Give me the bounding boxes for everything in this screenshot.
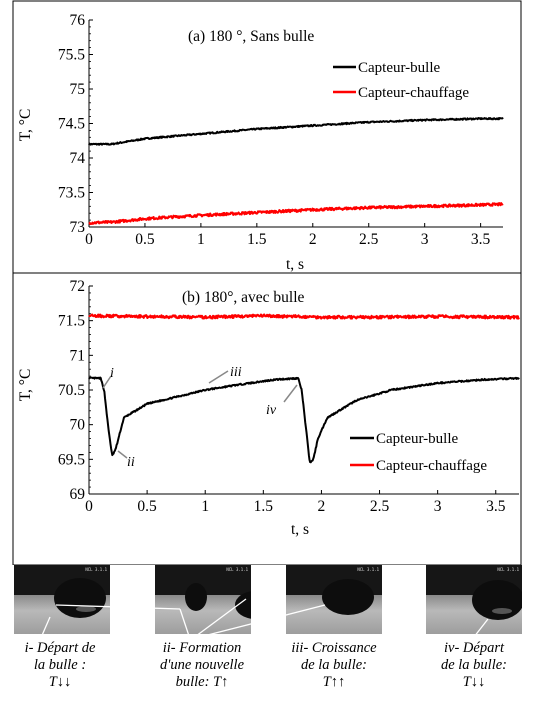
b-x-tick-label: 1 [201,498,209,515]
a-x-tick-label: 3 [421,231,429,248]
photo-bubble-departure-2: NCL 3.1.1 [426,565,522,634]
b-y-tick-label: 69.5 [58,451,85,468]
panel-b-border [12,272,522,565]
a-x-tick-label: 0.5 [135,231,155,248]
photo-arrows [39,598,489,641]
a-y-tick-label: 73.5 [58,185,85,202]
caption-iii: iii- Croissance de la bulle: T↑↑ [291,640,377,690]
a-y-tick-label: 75.5 [58,47,85,64]
b-x-tick-label: 3 [434,498,442,515]
chart-a-title: (a) 180 °, Sans bulle [188,28,314,45]
a-x-tick-label: 1.5 [247,231,267,248]
legend-b-chauffage: Capteur-chauffage [376,458,487,474]
legend-b-bulle: Capteur-bulle [376,431,459,447]
b-y-tick-label: 71 [70,347,86,364]
caption-ii: ii- Formation d'une nouvelle bulle: T↑ [159,640,245,690]
a-y-tick-label: 76 [70,12,86,29]
a-y-tick-label: 74 [70,150,86,167]
figure-canvas: (a) 180 °, Sans bulle t, s T, °C 0 0.5 1 1.… [12,0,522,565]
photo-strip: NCL 3.1.1 NCL 3.1.1 NCL 3.1.1 NCL 3.1.1 [0,565,535,717]
caption-iv: iv- Départ de la bulle: T↓↓ [440,640,508,690]
a-x-tick-label: 0 [85,231,93,248]
annot-iii-arrow [208,370,229,384]
b-series-capteur-chauffage [88,313,520,320]
a-x-tick-label: 3.5 [471,231,491,248]
b-y-tick-label: 72 [70,278,86,295]
b-x-tick-label: 0.5 [137,498,157,515]
a-series-capteur-bulle [88,117,504,146]
chart-b-xlabel: t, s [291,521,309,538]
annot-ii: ii [127,455,135,470]
b-series-capteur-bulle [88,376,520,464]
a-y-tick-label: 74.5 [58,116,85,133]
b-x-tick-label: 0 [85,498,93,515]
b-y-tick-label: 70.5 [58,382,85,399]
b-x-tick-label: 2.5 [370,498,390,515]
caption-i: i- Départ de la bulle : T↓↓ [24,640,96,690]
a-x-tick-label: 2 [309,231,317,248]
photo-bubble-formation: NCL 3.1.1 [155,565,251,634]
chart-a-ylabel: T, °C [17,109,34,142]
a-y-tick-label: 75 [70,81,86,98]
annot-iii: iii [230,365,242,380]
photo-bubble-growth: NCL 3.1.1 [286,565,382,634]
a-series-capteur-chauffage [88,202,504,226]
b-y-tick-label: 71.5 [58,313,85,330]
annot-ii-arrow [117,450,128,459]
b-y-tick-label: 70 [70,417,86,434]
chart-a-xlabel: t, s [286,256,304,273]
annot-iv-arrow [283,384,298,403]
a-x-tick-label: 2.5 [359,231,379,248]
chart-b-ylabel: T, °C [17,369,34,402]
annot-i-arrow [102,375,112,389]
a-x-tick-label: 1 [197,231,205,248]
legend-a-chauffage: Capteur-chauffage [358,85,469,101]
b-x-tick-label: 1.5 [254,498,274,515]
photo-bubble-departure: NCL 3.1.1 [14,565,110,634]
chart-a: (a) 180 °, Sans bulle t, s T, °C 0 0.5 1 1.… [17,12,504,273]
b-x-tick-label: 3.5 [486,498,506,515]
annot-i: i [110,366,114,381]
annot-iv: iv [266,403,277,418]
b-x-tick-label: 2 [318,498,326,515]
legend-a-bulle: Capteur-bulle [358,60,441,76]
b-y-tick-label: 69 [70,486,86,503]
chart-b: (b) 180°, avec bulle t, s T, °C 0 0.5 1 1.5… [17,278,520,538]
chart-b-title: (b) 180°, avec bulle [182,289,305,306]
a-y-tick-label: 73 [70,219,86,236]
